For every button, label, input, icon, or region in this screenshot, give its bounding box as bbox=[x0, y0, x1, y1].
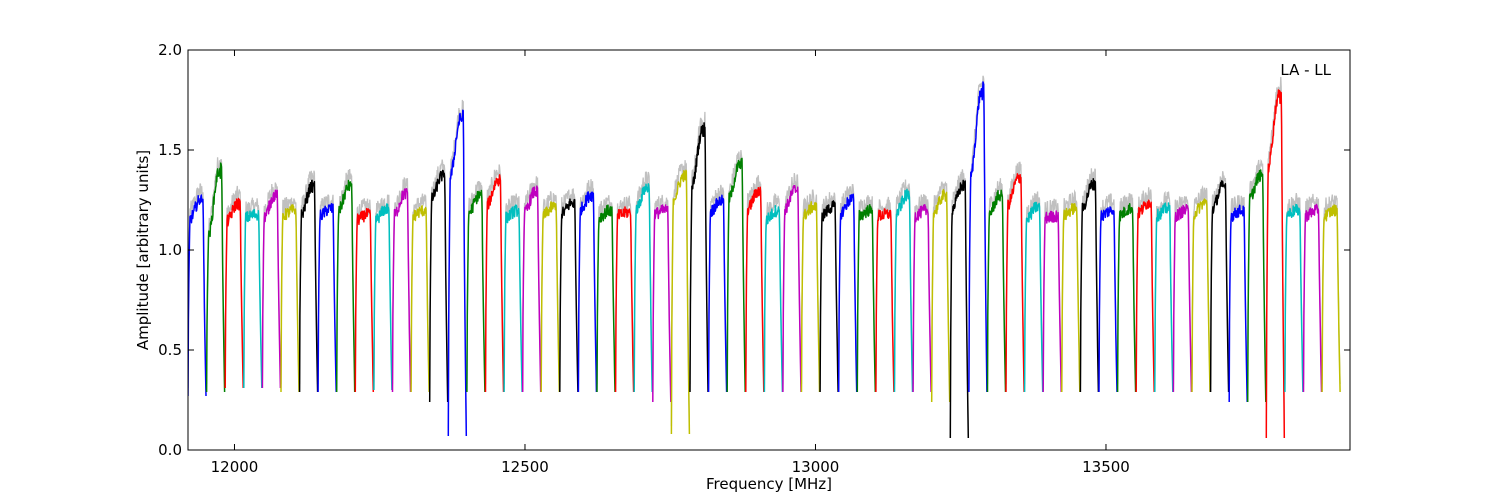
background-channel-line bbox=[188, 183, 207, 389]
channel-line bbox=[1079, 177, 1100, 393]
channel-line bbox=[689, 122, 709, 393]
channel-line bbox=[521, 185, 542, 393]
channel-line bbox=[559, 198, 579, 393]
channel-line bbox=[986, 189, 1007, 393]
channel-line bbox=[1284, 203, 1304, 393]
x-tick-label: 12000 bbox=[211, 458, 259, 476]
channel-line bbox=[503, 204, 523, 393]
series-layer bbox=[188, 81, 1341, 439]
x-axis-ticks: 12000 12500 13000 13500 bbox=[211, 50, 1130, 476]
x-tick-label: 12500 bbox=[501, 458, 549, 476]
channel-line bbox=[261, 189, 282, 389]
channel-line bbox=[596, 204, 616, 393]
x-axis-label: Frequency [MHz] bbox=[706, 475, 832, 493]
channel-line bbox=[707, 194, 728, 393]
channel-line bbox=[633, 183, 653, 393]
channel-line bbox=[614, 206, 635, 393]
channel-line bbox=[484, 174, 505, 393]
y-tick-label: 2.0 bbox=[158, 41, 182, 59]
channel-line bbox=[800, 201, 821, 393]
channel-line bbox=[1135, 199, 1155, 393]
channel-line bbox=[280, 204, 300, 393]
channel-line bbox=[1209, 180, 1230, 393]
channel-line bbox=[410, 205, 430, 393]
channel-line bbox=[837, 193, 858, 393]
background-channel-line bbox=[1247, 159, 1267, 395]
channel-line bbox=[968, 81, 988, 393]
channel-line bbox=[745, 186, 765, 393]
background-channel-line bbox=[800, 189, 821, 385]
channel-line bbox=[447, 109, 468, 437]
background-channel-line bbox=[689, 111, 709, 385]
y-tick-label: 0.0 bbox=[158, 441, 182, 459]
channel-line bbox=[1098, 206, 1118, 393]
channel-line bbox=[930, 188, 951, 403]
x-tick-label: 13000 bbox=[792, 458, 840, 476]
channel-line bbox=[726, 157, 746, 393]
background-channel-line bbox=[317, 194, 337, 385]
channel-line bbox=[652, 204, 672, 403]
background-channel-line bbox=[1135, 187, 1155, 385]
channel-line bbox=[188, 194, 207, 397]
background-channel-line bbox=[503, 193, 523, 385]
channel-line bbox=[1116, 203, 1137, 393]
channel-line bbox=[224, 197, 244, 389]
channel-line bbox=[1321, 204, 1341, 393]
channel-line bbox=[1228, 204, 1248, 403]
plot-frame bbox=[187, 49, 1351, 451]
channel-line bbox=[1265, 89, 1286, 439]
channel-line bbox=[782, 184, 802, 393]
y-tick-label: 1.0 bbox=[158, 241, 182, 259]
x-tick-label: 13500 bbox=[1082, 458, 1130, 476]
channel-line bbox=[1042, 210, 1062, 393]
channel-line bbox=[670, 169, 691, 435]
y-axis-label: Amplitude [arbitrary units] bbox=[134, 150, 152, 350]
channel-line bbox=[1302, 203, 1323, 393]
channel-line bbox=[1005, 173, 1025, 393]
background-channel-line bbox=[1098, 193, 1118, 385]
background-channel-line bbox=[1321, 194, 1341, 385]
channel-line bbox=[428, 169, 449, 403]
channel-line bbox=[243, 208, 263, 389]
channel-line bbox=[298, 179, 319, 393]
channel-line bbox=[875, 208, 895, 393]
channel-line bbox=[373, 203, 393, 391]
channel-line bbox=[856, 204, 877, 393]
channel-line bbox=[577, 191, 598, 393]
channel-line bbox=[912, 204, 932, 393]
channel-line bbox=[1154, 202, 1174, 393]
channel-line bbox=[335, 179, 356, 393]
channel-line bbox=[317, 203, 337, 393]
channel-line bbox=[819, 200, 839, 393]
y-tick-label: 1.5 bbox=[158, 141, 182, 159]
channel-line bbox=[1061, 202, 1081, 393]
background-channel-line bbox=[1191, 184, 1211, 385]
channel-line bbox=[466, 189, 486, 393]
channel-line bbox=[1191, 198, 1211, 393]
channel-line bbox=[540, 201, 561, 393]
channel-line bbox=[949, 179, 970, 439]
background-channel-line bbox=[1116, 193, 1137, 385]
chart-annotation: LA - LL bbox=[1280, 61, 1331, 79]
channel-line bbox=[205, 162, 226, 393]
channel-line bbox=[354, 207, 375, 393]
y-tick-label: 0.5 bbox=[158, 341, 182, 359]
channel-line bbox=[1023, 201, 1044, 393]
y-axis-ticks: 0.0 0.5 1.0 1.5 2.0 bbox=[158, 41, 1350, 459]
channel-line bbox=[391, 187, 412, 393]
background-channel-line bbox=[522, 176, 542, 385]
channel-line bbox=[763, 205, 784, 393]
channel-line bbox=[1246, 169, 1267, 403]
channel-line bbox=[893, 188, 914, 393]
channel-line bbox=[1172, 203, 1193, 393]
